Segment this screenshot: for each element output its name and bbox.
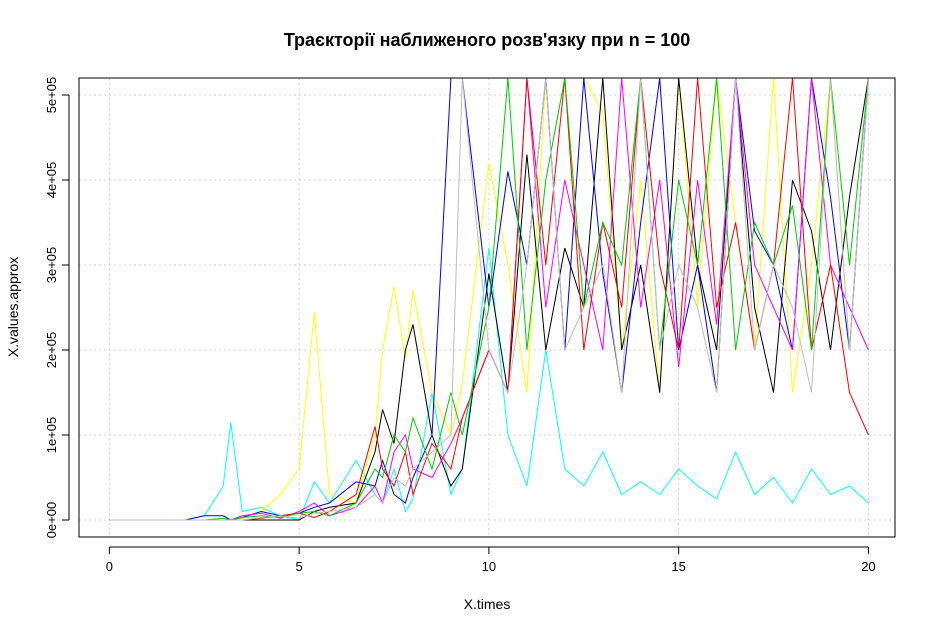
series-line-0 (109, 247, 869, 521)
series-line-5 (109, 78, 869, 521)
chart-title: Траєкторії наближеного розв'язку при n =… (284, 30, 691, 50)
x-tick-label: 5 (296, 559, 303, 574)
y-tick-label: 0e+00 (44, 502, 59, 539)
y-tick-label: 5e+05 (44, 77, 59, 114)
series-lines (109, 78, 869, 521)
x-axis-label: X.times (464, 596, 511, 612)
series-line-6 (109, 78, 869, 521)
x-tick-label: 0 (106, 559, 113, 574)
y-tick-label: 3e+05 (44, 247, 59, 284)
grid (79, 78, 895, 537)
series-line-7 (109, 78, 869, 521)
x-tick-label: 10 (482, 559, 496, 574)
y-axis-label: X.values.approx (5, 257, 21, 357)
plot-frame (78, 77, 896, 538)
x-tick-label: 20 (861, 559, 875, 574)
y-axis: 0e+00 1e+05 2e+05 3e+05 4e+05 5e+05 (44, 77, 70, 539)
x-axis: 0 5 10 15 20 (106, 546, 876, 574)
x-tick-label: 15 (671, 559, 685, 574)
y-tick-label: 1e+05 (44, 417, 59, 454)
y-tick-label: 4e+05 (44, 162, 59, 199)
y-tick-label: 2e+05 (44, 332, 59, 369)
series-line-3 (109, 78, 869, 521)
